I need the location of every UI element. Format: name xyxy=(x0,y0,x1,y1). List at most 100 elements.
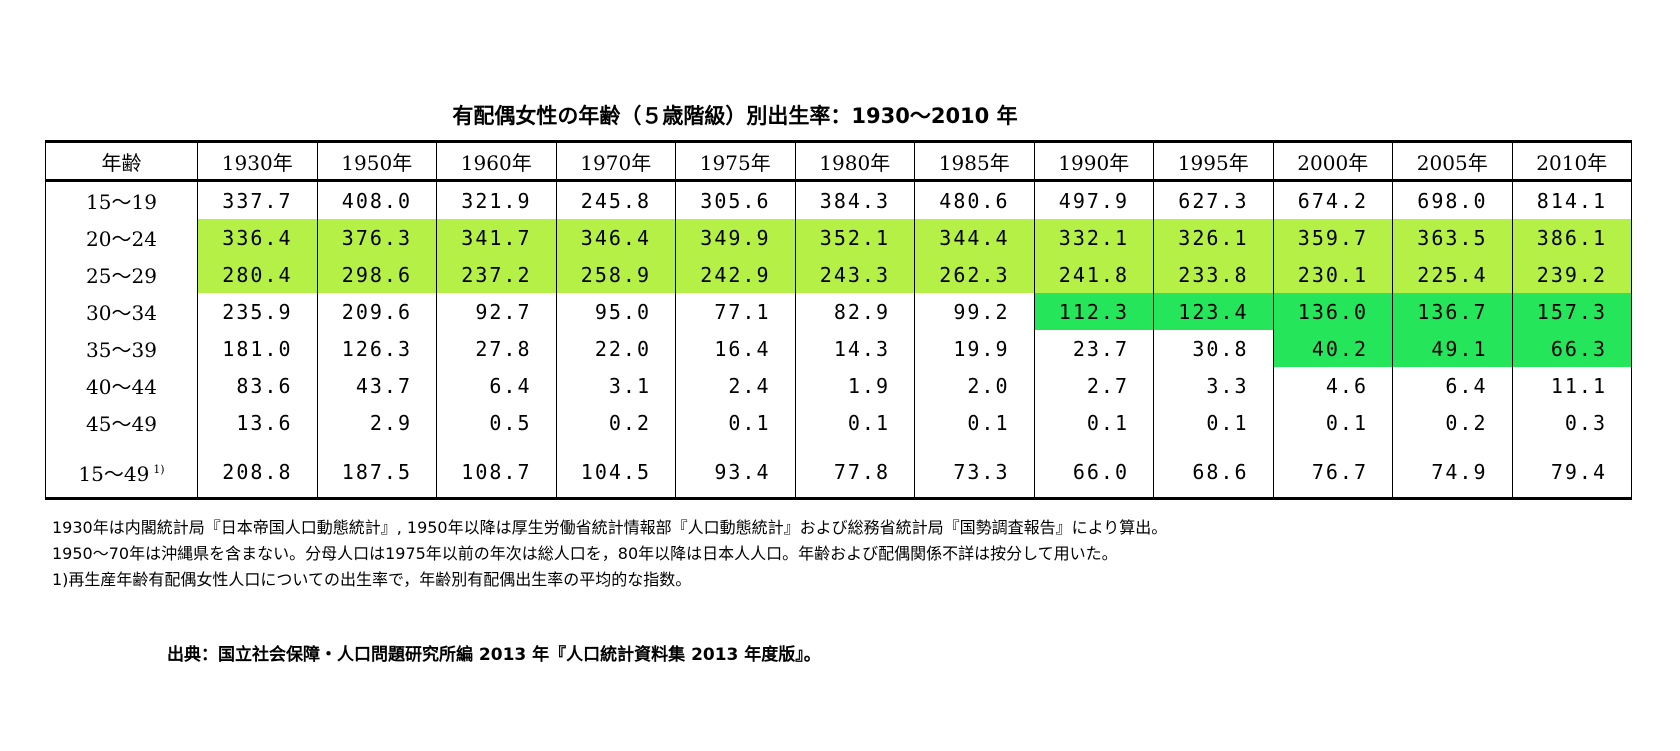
cell-text: 627.3 xyxy=(1178,188,1249,213)
cell: 237.2 xyxy=(436,256,557,293)
footnote-mark: 1) xyxy=(153,462,165,476)
cell: 11.1 xyxy=(1511,367,1632,404)
cell-text: 332.1 xyxy=(1058,225,1129,250)
cell: 79.4 xyxy=(1511,441,1632,500)
cell-text: 0.2 xyxy=(1445,410,1488,435)
cell: 233.8 xyxy=(1153,256,1274,293)
cell-text: 376.3 xyxy=(341,225,412,250)
table-row: 15～19 337.7 408.0 321.9 245.8 305.6 384.3 480.6… xyxy=(45,180,1632,219)
cell-text: 225.4 xyxy=(1417,262,1488,287)
cell-text: 497.9 xyxy=(1058,188,1129,213)
header-row: 年齢 1930年 1950年 1960年 1970年 1975年 1980年 1985年 199… xyxy=(45,140,1632,182)
cell-text: 43.7 xyxy=(355,373,412,398)
cell: 136.7 xyxy=(1392,293,1513,330)
cell-text: 0.1 xyxy=(1206,410,1249,435)
cell-text: 814.1 xyxy=(1536,188,1607,213)
cell-text: 181.0 xyxy=(222,336,293,361)
cell: 0.1 xyxy=(794,404,915,441)
row-label: 25～29 xyxy=(45,256,198,293)
cell: 0.2 xyxy=(1392,404,1513,441)
cell: 384.3 xyxy=(794,180,915,219)
cell-text: 11.1 xyxy=(1550,373,1607,398)
column-header: 2010年 xyxy=(1511,140,1632,182)
cell-text: 243.3 xyxy=(819,262,890,287)
cell-text: 384.3 xyxy=(819,188,890,213)
cell-text: 66.0 xyxy=(1072,460,1129,484)
column-header: 1990年 xyxy=(1033,140,1154,182)
cell-text: 346.4 xyxy=(580,225,651,250)
cell: 73.3 xyxy=(914,441,1035,500)
cell-text: 30.8 xyxy=(1192,336,1249,361)
cell: 112.3 xyxy=(1033,293,1154,330)
cell: 2.7 xyxy=(1033,367,1154,404)
cell-text: 0.1 xyxy=(1325,410,1368,435)
cell: 326.1 xyxy=(1153,219,1274,256)
cell-text: 4.6 xyxy=(1325,373,1368,398)
cell-text: 126.3 xyxy=(341,336,412,361)
cell-text: 341.7 xyxy=(461,225,532,250)
cell-text: 241.8 xyxy=(1058,262,1129,287)
cell: 13.6 xyxy=(197,404,318,441)
cell-text: 123.4 xyxy=(1178,299,1249,324)
cell-text: 30～34 xyxy=(86,301,157,325)
cell: 376.3 xyxy=(316,219,437,256)
cell-text: 0.1 xyxy=(1086,410,1129,435)
cell: 23.7 xyxy=(1033,330,1154,367)
row-label: 15～19 xyxy=(45,180,198,219)
cell: 280.4 xyxy=(197,256,318,293)
cell: 104.5 xyxy=(555,441,676,500)
cell-text: 2.7 xyxy=(1086,373,1129,398)
cell: 321.9 xyxy=(436,180,557,219)
cell-text: 386.1 xyxy=(1536,225,1607,250)
cell: 208.8 xyxy=(197,441,318,500)
cell: 346.4 xyxy=(555,219,676,256)
cell-text: 3.1 xyxy=(608,373,651,398)
cell-text: 280.4 xyxy=(222,262,293,287)
row-label: 20～24 xyxy=(45,219,198,256)
cell-text: 2.4 xyxy=(728,373,771,398)
cell: 298.6 xyxy=(316,256,437,293)
column-header: 1995年 xyxy=(1153,140,1274,182)
column-header: 1975年 xyxy=(675,140,796,182)
cell: 243.3 xyxy=(794,256,915,293)
cell: 0.1 xyxy=(1033,404,1154,441)
table-row: 30～34 235.9 209.6 92.7 95.0 77.1 82.9 99.2 112.3… xyxy=(45,293,1632,330)
cell-text: 77.1 xyxy=(714,299,771,324)
cell-text: 3.3 xyxy=(1206,373,1249,398)
cell-text: 76.7 xyxy=(1311,460,1368,484)
cell: 27.8 xyxy=(436,330,557,367)
cell: 82.9 xyxy=(794,293,915,330)
cell: 77.8 xyxy=(794,441,915,500)
cell-text: 68.6 xyxy=(1192,460,1249,484)
cell-text: 83.6 xyxy=(236,373,293,398)
cell-text: 13.6 xyxy=(236,410,293,435)
cell: 341.7 xyxy=(436,219,557,256)
cell-text: 0.2 xyxy=(608,410,651,435)
cell-text: 242.9 xyxy=(700,262,771,287)
cell: 698.0 xyxy=(1392,180,1513,219)
cell: 108.7 xyxy=(436,441,557,500)
cell: 349.9 xyxy=(675,219,796,256)
cell-text: 19.9 xyxy=(953,336,1010,361)
cell: 408.0 xyxy=(316,180,437,219)
cell: 92.7 xyxy=(436,293,557,330)
row-label: 35～39 xyxy=(45,330,198,367)
cell: 40.2 xyxy=(1272,330,1393,367)
column-header: 2005年 xyxy=(1392,140,1513,182)
cell: 305.6 xyxy=(675,180,796,219)
cell-text: 15～19 xyxy=(86,190,157,214)
cell-text: 408.0 xyxy=(341,188,412,213)
cell-text: 237.2 xyxy=(461,262,532,287)
column-header: 1960年 xyxy=(436,140,557,182)
cell-text: 337.7 xyxy=(222,188,293,213)
cell: 336.4 xyxy=(197,219,318,256)
cell: 19.9 xyxy=(914,330,1035,367)
row-label: 40～44 xyxy=(45,367,198,404)
cell: 2.4 xyxy=(675,367,796,404)
cell: 43.7 xyxy=(316,367,437,404)
cell-text: 6.4 xyxy=(1445,373,1488,398)
note: 1)再生産年齢有配偶女性人口についての出生率で，年齢別有配偶出生率の平均的な指数… xyxy=(52,570,692,589)
row-label: 15～49 1) xyxy=(45,441,198,500)
cell-text: 0.1 xyxy=(967,410,1010,435)
